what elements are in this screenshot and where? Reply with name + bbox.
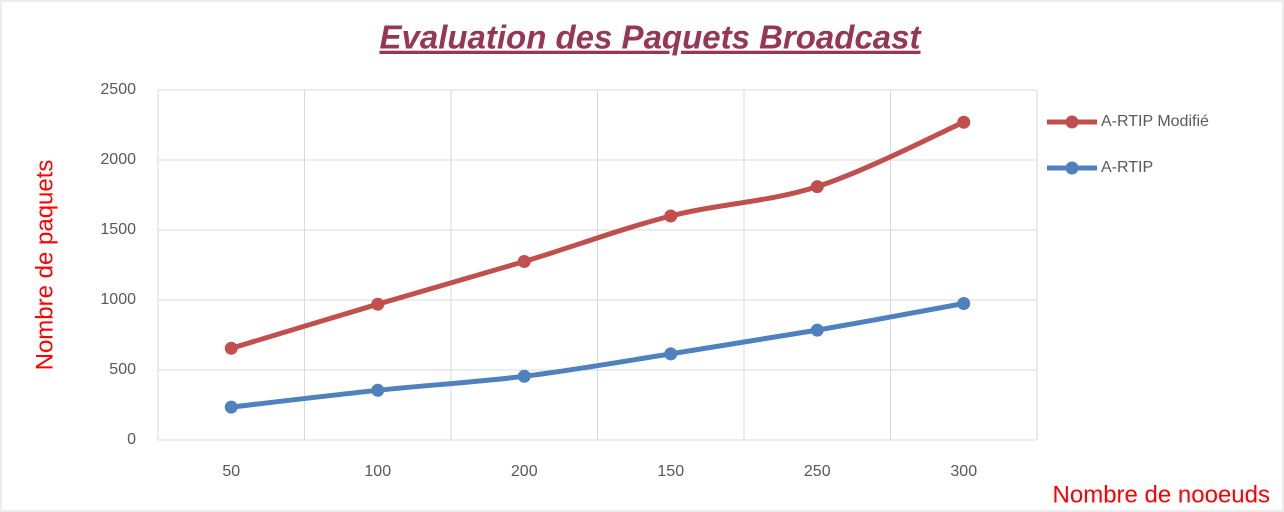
y-tick-label: 2000: [100, 151, 136, 168]
y-tick-label: 0: [127, 431, 136, 448]
x-tick-label: 150: [657, 463, 684, 480]
series-line: [228, 301, 967, 410]
x-tick-label: 200: [511, 463, 538, 480]
y-tick-label: 1000: [100, 291, 136, 308]
data-point: [371, 297, 385, 311]
data-point: [517, 255, 531, 268]
series-line: [228, 119, 967, 351]
data-point: [664, 347, 678, 361]
data-point: [517, 369, 531, 383]
legend-marker: [1065, 161, 1079, 175]
data-point: [957, 297, 971, 310]
x-tick-label: 50: [222, 463, 240, 480]
x-tick-label: 100: [364, 463, 391, 480]
legend-label: A-RTIP Modifié: [1101, 113, 1209, 130]
y-axis-title: Nombre de paquets: [31, 160, 58, 371]
data-point: [224, 341, 238, 355]
data-point: [371, 383, 385, 397]
x-tick-label: 250: [804, 463, 831, 480]
data-point: [664, 209, 678, 223]
legend-marker: [1065, 115, 1079, 129]
y-tick-label: 1500: [100, 221, 136, 238]
y-tick-label: 500: [109, 361, 136, 378]
x-tick-label: 300: [950, 463, 977, 480]
legend-label: A-RTIP: [1101, 159, 1153, 176]
data-point: [810, 323, 824, 337]
data-point: [810, 180, 824, 194]
data-point: [224, 400, 238, 414]
y-tick-label: 2500: [100, 81, 136, 98]
chart-title: Evaluation des Paquets Broadcast: [379, 19, 922, 56]
data-point: [957, 115, 971, 129]
x-axis-title: Nombre de nooeuds: [1053, 481, 1270, 508]
